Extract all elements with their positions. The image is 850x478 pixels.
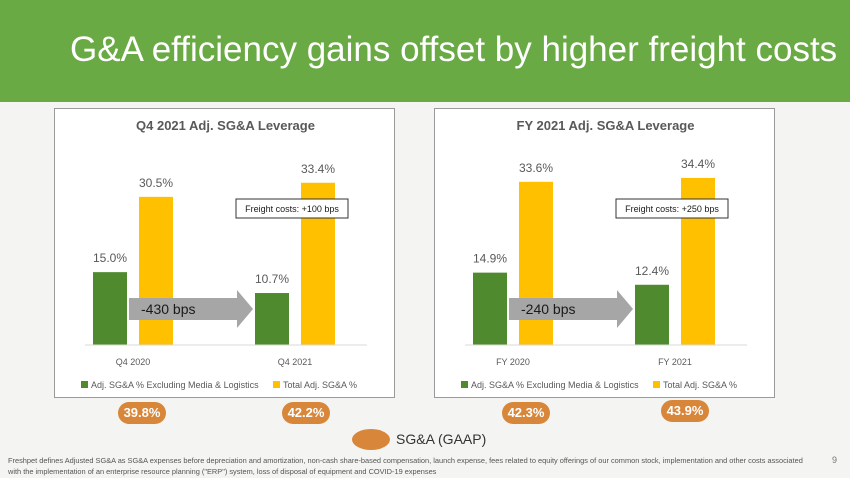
legend-label: Adj. SG&A % Excluding Media & Logistics [91, 380, 259, 390]
bar-total-adj-0 [139, 196, 173, 345]
bar-adj-excl-0 [473, 272, 507, 345]
freight-callout-text: Freight costs: +100 bps [245, 204, 339, 214]
bar-value-label: 34.4% [681, 157, 715, 171]
chart-title: Q4 2021 Adj. SG&A Leverage [136, 118, 315, 133]
gaap-legend-marker [352, 429, 390, 450]
bar-value-label: 15.0% [93, 251, 127, 265]
legend-label: Total Adj. SG&A % [663, 380, 737, 390]
gaap-pill-fy-2021: 43.9% [661, 400, 709, 422]
bar-adj-excl-1 [255, 293, 289, 345]
bar-total-adj-0 [519, 181, 553, 345]
gaap-pill-fy-2020: 42.3% [502, 402, 550, 424]
chart-title: FY 2021 Adj. SG&A Leverage [517, 118, 695, 133]
title-banner [0, 0, 850, 102]
fy-chart-panel: FY 2021 Adj. SG&A Leverage 14.9% 12.4% 33.6… [434, 108, 775, 398]
bps-change-label: -430 bps [141, 301, 195, 317]
freight-callout-box [615, 198, 729, 219]
category-label: FY 2021 [658, 357, 692, 367]
slide-title: G&A efficiency gains offset by higher fr… [70, 30, 838, 69]
legend-swatch [273, 381, 280, 388]
legend-swatch [81, 381, 88, 388]
bps-change-arrow [509, 290, 633, 328]
freight-callout-text: Freight costs: +250 bps [625, 204, 719, 214]
bar-value-label: 12.4% [635, 264, 669, 278]
category-label: FY 2020 [496, 357, 530, 367]
gaap-legend-label: SG&A (GAAP) [396, 431, 487, 447]
q4-chart-panel: Q4 2021 Adj. SG&A Leverage 15.0% 10.7% 30.5… [54, 108, 395, 398]
q4-chart: Q4 2021 Adj. SG&A Leverage 15.0% 10.7% 30.5… [81, 118, 367, 390]
category-label: Q4 2020 [116, 357, 151, 367]
bps-change-arrow [129, 290, 253, 328]
bar-value-label: 33.4% [301, 162, 335, 176]
bar-adj-excl-1 [635, 284, 669, 345]
gaap-pill-q4-2021: 42.2% [282, 402, 330, 424]
bar-adj-excl-0 [93, 272, 127, 345]
bps-change-label: -240 bps [521, 301, 575, 317]
legend-swatch [461, 381, 468, 388]
legend-swatch [653, 381, 660, 388]
page-number: 9 [832, 455, 838, 465]
legend-label: Total Adj. SG&A % [283, 380, 357, 390]
bar-value-label: 30.5% [139, 176, 173, 190]
fy-chart: FY 2021 Adj. SG&A Leverage 14.9% 12.4% 33.6… [461, 118, 747, 390]
legend-label: Adj. SG&A % Excluding Media & Logistics [471, 380, 639, 390]
bar-value-label: 14.9% [473, 252, 507, 266]
category-label: Q4 2021 [278, 357, 313, 367]
freight-callout-box [235, 198, 349, 219]
bar-value-label: 10.7% [255, 272, 289, 286]
gaap-pill-q4-2020: 39.8% [118, 402, 166, 424]
bar-value-label: 33.6% [519, 161, 553, 175]
footnote: Freshpet defines Adjusted SG&A as SG&A e… [8, 456, 803, 476]
